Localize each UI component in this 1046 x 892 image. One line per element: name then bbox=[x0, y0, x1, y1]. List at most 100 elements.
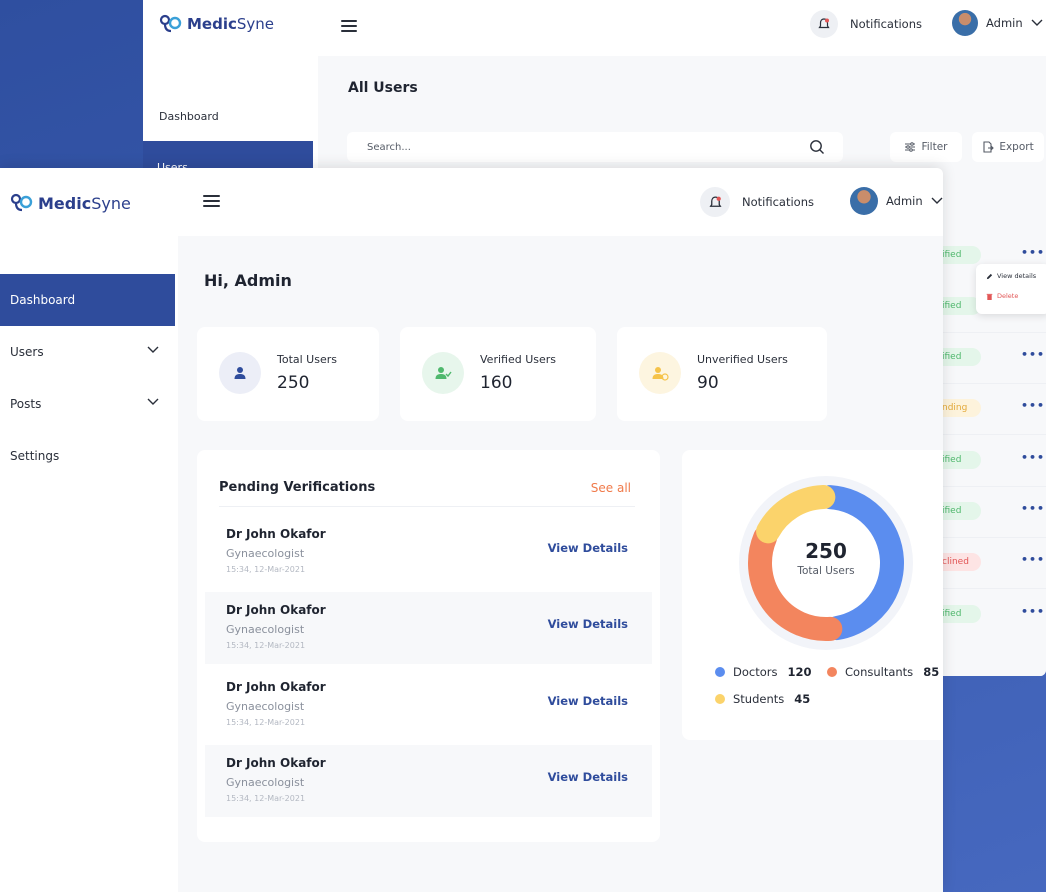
list-item: Dr John Okafor Gynaecologist 15:34, 12-M… bbox=[205, 669, 652, 741]
legend-item-doctors: Doctors 120 bbox=[715, 665, 812, 679]
stat-label: Total Users bbox=[277, 353, 337, 366]
stat-card-verified-users: Verified Users 160 bbox=[400, 327, 596, 421]
view-details-link[interactable]: View Details bbox=[547, 617, 628, 631]
donut-center-label: Total Users bbox=[797, 565, 855, 577]
legend-item-consultants: Consultants 85 bbox=[827, 665, 939, 679]
chevron-down-icon bbox=[1031, 19, 1043, 26]
menu-item-delete[interactable]: Delete bbox=[986, 292, 1018, 300]
menu-toggle-icon[interactable] bbox=[203, 195, 220, 207]
stat-card-unverified-users: Unverified Users 90 bbox=[617, 327, 827, 421]
status-badge: ified bbox=[939, 451, 981, 469]
donut-slice-students bbox=[756, 485, 836, 544]
row-context-menu: View details Delete bbox=[976, 264, 1046, 314]
search-input[interactable]: Search... bbox=[347, 132, 843, 162]
doctor-name: Dr John Okafor bbox=[226, 527, 326, 541]
back-sidebar-item-dashboard[interactable]: Dashboard bbox=[159, 110, 219, 123]
notifications-label: Notifications bbox=[850, 17, 922, 31]
doctor-name: Dr John Okafor bbox=[226, 680, 326, 694]
legend-label: Doctors bbox=[733, 665, 778, 679]
user-check-icon bbox=[422, 352, 464, 394]
status-badge: ified bbox=[939, 297, 981, 315]
doctor-role: Gynaecologist bbox=[226, 547, 305, 560]
row-actions-icon[interactable]: ••• bbox=[1021, 605, 1046, 618]
donut-center-value: 250 bbox=[805, 539, 847, 563]
notifications-button[interactable]: Notifications bbox=[810, 10, 922, 38]
row-divider bbox=[939, 332, 1046, 333]
legend-label: Consultants bbox=[845, 665, 914, 679]
row-divider bbox=[939, 588, 1046, 589]
sidebar-item-label: Settings bbox=[10, 449, 60, 463]
stat-value: 250 bbox=[277, 373, 310, 393]
status-badge: ified bbox=[939, 502, 981, 520]
legend-label: Students bbox=[733, 692, 785, 706]
avatar bbox=[952, 10, 978, 36]
timestamp: 15:34, 12-Mar-2021 bbox=[226, 718, 306, 727]
delete-label: Delete bbox=[997, 292, 1019, 300]
filter-button[interactable]: Filter bbox=[890, 132, 962, 162]
notifications-button[interactable]: Notifications bbox=[700, 187, 814, 217]
export-button[interactable]: Export bbox=[972, 132, 1044, 162]
donut-slice-consultants bbox=[748, 525, 843, 641]
legend-value: 45 bbox=[794, 692, 811, 706]
back-sidebar-item-users[interactable]: Users bbox=[143, 141, 313, 174]
brand-name-light: Syne bbox=[236, 15, 275, 33]
brand-logo-icon bbox=[10, 193, 33, 212]
brand-logo[interactable]: Medic Syne bbox=[159, 14, 274, 34]
doctor-role: Gynaecologist bbox=[226, 623, 305, 636]
sidebar-item-dashboard[interactable]: Dashboard bbox=[0, 274, 175, 326]
bell-icon bbox=[810, 10, 838, 38]
legend-swatch bbox=[827, 667, 837, 677]
status-badge: nding bbox=[939, 399, 981, 417]
row-actions-icon[interactable]: ••• bbox=[1021, 502, 1046, 515]
chevron-down-icon bbox=[147, 346, 159, 353]
row-actions-icon[interactable]: ••• bbox=[1021, 246, 1046, 259]
brand-name-bold: Medic bbox=[38, 193, 92, 213]
view-details-link[interactable]: View Details bbox=[547, 694, 628, 708]
admin-label: Admin bbox=[986, 16, 1023, 30]
status-badge: ified bbox=[939, 605, 981, 623]
admin-menu[interactable]: Admin bbox=[952, 10, 1043, 36]
sidebar-item-users[interactable]: Users bbox=[0, 326, 175, 378]
brand-logo[interactable]: Medic Syne bbox=[10, 193, 131, 213]
stat-label: Unverified Users bbox=[697, 353, 788, 366]
legend-item-students: Students 45 bbox=[715, 692, 810, 706]
view-details-link[interactable]: View Details bbox=[547, 770, 628, 784]
search-icon[interactable] bbox=[809, 139, 825, 155]
timestamp: 15:34, 12-Mar-2021 bbox=[226, 641, 306, 650]
users-donut-chart bbox=[739, 476, 913, 650]
admin-menu[interactable]: Admin bbox=[850, 187, 943, 215]
menu-item-view-details[interactable]: View details bbox=[986, 272, 1036, 280]
row-actions-icon[interactable]: ••• bbox=[1021, 399, 1046, 412]
bell-icon bbox=[700, 187, 730, 217]
doctor-name: Dr John Okafor bbox=[226, 756, 326, 770]
search-placeholder: Search... bbox=[367, 141, 411, 153]
legend-swatch bbox=[715, 694, 725, 704]
view-details-label: View details bbox=[997, 272, 1037, 280]
sidebar-item-posts[interactable]: Posts bbox=[0, 378, 175, 430]
menu-toggle-icon[interactable] bbox=[341, 20, 357, 32]
see-all-link[interactable]: See all bbox=[590, 481, 631, 495]
export-icon bbox=[983, 141, 995, 153]
stat-value: 90 bbox=[697, 373, 719, 393]
page-title: All Users bbox=[348, 80, 418, 96]
greeting-title: Hi, Admin bbox=[204, 271, 292, 290]
brand-logo-icon bbox=[159, 14, 182, 33]
row-actions-icon[interactable]: ••• bbox=[1021, 451, 1046, 464]
back-header: Medic Syne Notifications Admin bbox=[143, 0, 1046, 56]
view-details-link[interactable]: View Details bbox=[547, 541, 628, 555]
doctor-role: Gynaecologist bbox=[226, 700, 305, 713]
list-item: Dr John Okafor Gynaecologist 15:34, 12-M… bbox=[205, 592, 652, 664]
timestamp: 15:34, 12-Mar-2021 bbox=[226, 565, 306, 574]
row-divider bbox=[939, 383, 1046, 384]
brand-name-bold: Medic bbox=[187, 15, 237, 33]
timestamp: 15:34, 12-Mar-2021 bbox=[226, 794, 306, 803]
row-actions-icon[interactable]: ••• bbox=[1021, 348, 1046, 361]
sidebar-item-settings[interactable]: Settings bbox=[0, 430, 175, 482]
card-title: Pending Verifications bbox=[219, 480, 376, 495]
pending-verifications-card: Pending Verifications See all Dr John Ok… bbox=[197, 450, 660, 842]
user-clock-icon bbox=[639, 352, 681, 394]
row-divider bbox=[939, 486, 1046, 487]
user-icon bbox=[219, 352, 261, 394]
list-item: Dr John Okafor Gynaecologist 15:34, 12-M… bbox=[205, 516, 652, 588]
row-actions-icon[interactable]: ••• bbox=[1021, 553, 1046, 566]
